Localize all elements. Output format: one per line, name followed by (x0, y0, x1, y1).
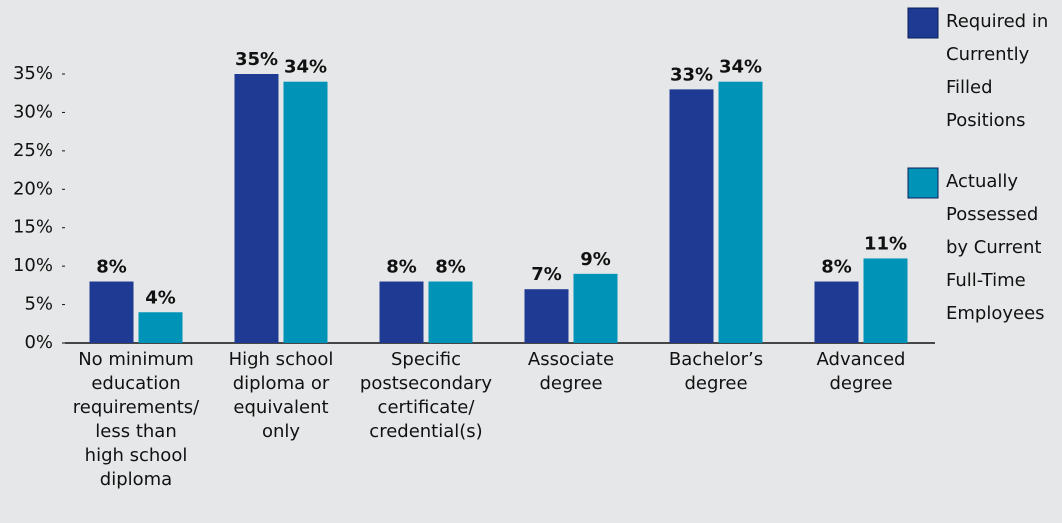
bar (718, 81, 763, 343)
data-label: 11% (864, 233, 907, 254)
bar (524, 289, 569, 343)
data-label: 4% (145, 287, 176, 308)
bar (138, 312, 183, 343)
x-tick-label: Bachelor’s degree (669, 349, 763, 394)
bar (573, 273, 618, 343)
data-label: 8% (435, 257, 466, 278)
bar (669, 89, 714, 343)
y-tick-label: 10% (13, 255, 53, 276)
y-tick-label: 0% (24, 332, 53, 353)
y-tick-label: 35% (13, 63, 53, 84)
x-tick-label: No minimum education requirements/less tha… (73, 349, 200, 490)
y-tick-label: 25% (13, 140, 53, 161)
x-tick-label: Advanced degree (817, 349, 906, 394)
x-tick-label: Associate degree (528, 349, 614, 394)
data-label: 8% (96, 257, 127, 278)
data-label: 7% (531, 264, 562, 285)
data-label: 33% (670, 64, 713, 85)
legend-swatch (907, 7, 939, 39)
legend-swatch (907, 167, 939, 199)
data-label: 9% (580, 249, 611, 270)
y-tick-label: 5% (24, 294, 53, 315)
x-tick-label: High school diploma or equivalent only (229, 349, 334, 442)
data-label: 35% (235, 49, 278, 70)
y-tick-label: 15% (13, 217, 53, 238)
y-tick-label: 30% (13, 101, 53, 122)
x-tick-label: Specific postsecondary certificate/credent… (360, 349, 493, 442)
bar (283, 81, 328, 343)
data-label: 34% (719, 57, 762, 78)
legend-label: Required in Currently Filled Positions (946, 11, 1048, 131)
y-tick-label: 20% (13, 178, 53, 199)
bar (379, 281, 424, 343)
legend-label: Actually Possessed by Current Full-Time Empl… (946, 171, 1045, 324)
bar (814, 281, 859, 343)
bar (428, 281, 473, 343)
bar (234, 74, 279, 343)
bar (89, 281, 134, 343)
data-label: 8% (821, 257, 852, 278)
data-label: 34% (284, 57, 327, 78)
bar (863, 258, 908, 343)
data-label: 8% (386, 257, 417, 278)
